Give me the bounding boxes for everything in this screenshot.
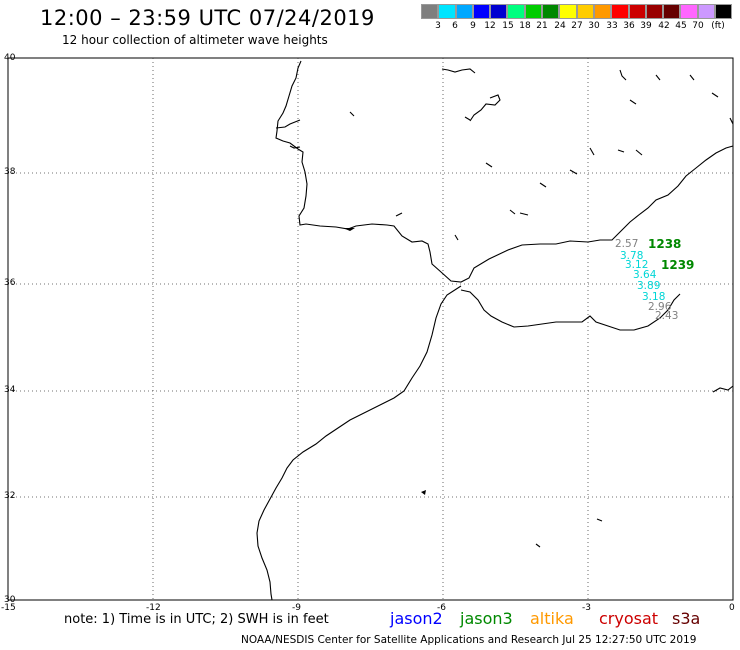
lat-label: 34 bbox=[4, 385, 16, 395]
wave-height-value: 3.12 bbox=[625, 259, 649, 271]
pass-number: 1238 bbox=[648, 237, 682, 251]
lon-label: -15 bbox=[1, 603, 16, 613]
scale-label: 45 bbox=[675, 21, 687, 31]
wave-height-value: 3.64 bbox=[633, 269, 657, 281]
credit-line: NOAA/NESDIS Center for Satellite Applica… bbox=[241, 634, 697, 646]
scale-swatch bbox=[680, 4, 698, 19]
scale-swatch bbox=[524, 4, 543, 19]
wave-height-value: 3.18 bbox=[642, 291, 666, 303]
scale-label: 39 bbox=[640, 21, 652, 31]
color-scale bbox=[421, 4, 733, 19]
lat-label: 38 bbox=[4, 167, 16, 177]
scale-swatch bbox=[645, 4, 664, 19]
graticule bbox=[8, 58, 733, 600]
map-subtitle: 12 hour collection of altimeter wave hei… bbox=[62, 33, 328, 47]
scale-swatch bbox=[697, 4, 716, 19]
scale-swatch bbox=[663, 4, 681, 19]
coastline bbox=[256, 60, 734, 601]
scale-label: 18 bbox=[519, 21, 531, 31]
scale-unit: (ft) bbox=[711, 21, 725, 31]
scale-swatch bbox=[576, 4, 594, 19]
wave-height-value: 2.57 bbox=[615, 238, 639, 250]
footer-note: note: 1) Time is in UTC; 2) SWH is in fe… bbox=[64, 612, 329, 627]
scale-label: 9 bbox=[470, 21, 476, 31]
scale-label: 33 bbox=[606, 21, 618, 31]
wave-height-value: 2.96 bbox=[648, 301, 672, 313]
scale-label: 36 bbox=[623, 21, 635, 31]
scale-label: 21 bbox=[536, 21, 548, 31]
land-mark bbox=[421, 490, 426, 495]
legend-cryosat: cryosat bbox=[599, 609, 659, 628]
scale-swatch bbox=[472, 4, 491, 19]
lat-label: 32 bbox=[4, 491, 16, 501]
scale-swatch bbox=[438, 4, 456, 19]
scale-swatch bbox=[593, 4, 612, 19]
wave-height-value: 2.43 bbox=[655, 310, 679, 322]
lon-label: 0 bbox=[729, 603, 735, 613]
lat-label: 36 bbox=[4, 278, 16, 288]
scale-swatch bbox=[455, 4, 473, 19]
scale-swatch bbox=[542, 4, 560, 19]
lat-label: 40 bbox=[4, 53, 16, 63]
legend-s3a: s3a bbox=[672, 609, 701, 628]
scale-label: 30 bbox=[588, 21, 600, 31]
scale-swatch bbox=[611, 4, 629, 19]
legend-jason2: jason2 bbox=[390, 609, 443, 628]
scale-label: 15 bbox=[502, 21, 514, 31]
scale-swatch bbox=[628, 4, 646, 19]
scale-swatch bbox=[507, 4, 525, 19]
scale-swatch bbox=[559, 4, 577, 19]
scale-label: 24 bbox=[554, 21, 566, 31]
scale-swatch bbox=[715, 4, 733, 19]
scale-label: 27 bbox=[571, 21, 583, 31]
lon-label: -12 bbox=[146, 603, 161, 613]
lat-label: 30 bbox=[4, 595, 16, 605]
wave-height-value: 3.89 bbox=[637, 280, 661, 292]
legend-jason3: jason3 bbox=[460, 609, 513, 628]
scale-swatch bbox=[490, 4, 508, 19]
lon-label: -9 bbox=[292, 603, 301, 613]
map-title: 12:00 – 23:59 UTC 07/24/2019 bbox=[40, 6, 375, 30]
scale-label: 70 bbox=[692, 21, 704, 31]
scale-swatch bbox=[421, 4, 439, 19]
lon-label: -3 bbox=[582, 603, 591, 613]
land-mark bbox=[343, 228, 355, 231]
wave-height-value: 3.78 bbox=[620, 250, 644, 262]
scale-label: 6 bbox=[452, 21, 458, 31]
legend-altika: altika bbox=[530, 609, 574, 628]
scale-label: 42 bbox=[658, 21, 670, 31]
map-frame bbox=[7, 57, 734, 601]
scale-label: 3 bbox=[435, 21, 441, 31]
lon-label: -6 bbox=[437, 603, 446, 613]
pass-number: 1239 bbox=[661, 258, 695, 272]
scale-label: 12 bbox=[484, 21, 496, 31]
